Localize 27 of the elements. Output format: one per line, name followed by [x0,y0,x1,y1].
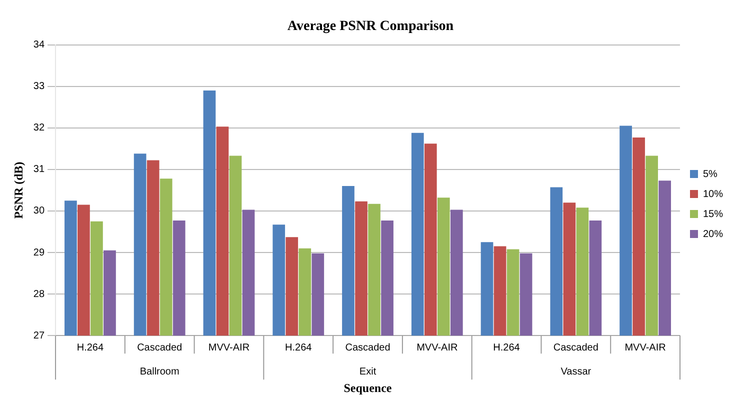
text: Exit [359,366,376,378]
y-tick-label: 34 [33,40,45,51]
x-tick-label: Cascaded [137,342,182,354]
y-axis-title: PSNR (dB) [11,162,26,219]
legend-label: 15% [702,208,724,220]
text: Ballroom [140,366,180,378]
x-tick-label: MVV-AIR [208,342,250,354]
legend-label: 5% [702,168,718,180]
x-tick-label: MVV-AIR [416,342,458,354]
y-tick-label: 27 [33,330,45,342]
x-tick-label: H.264 [76,342,104,354]
chart-title: Average PSNR Comparison [287,19,454,34]
x-tick-label: MVV-AIR [624,342,666,354]
y-tick-label: 30 [33,206,45,217]
legend-label: 20% [702,228,724,240]
x-axis-title: Sequence [344,380,392,395]
text: Vassar [560,366,592,378]
legend-label: 10% [702,188,724,200]
y-tick-label: 29 [33,247,45,258]
x-tick-label: Cascaded [345,342,390,354]
y-tick-label: 31 [33,164,45,176]
y-tick-label: 32 [33,122,45,134]
y-tick-label: 28 [33,288,45,300]
x-tick-label: Cascaded [553,342,598,354]
x-tick-label: H.264 [493,342,520,354]
y-tick-label: 33 [33,81,45,92]
x-tick-label: H.264 [285,342,312,354]
